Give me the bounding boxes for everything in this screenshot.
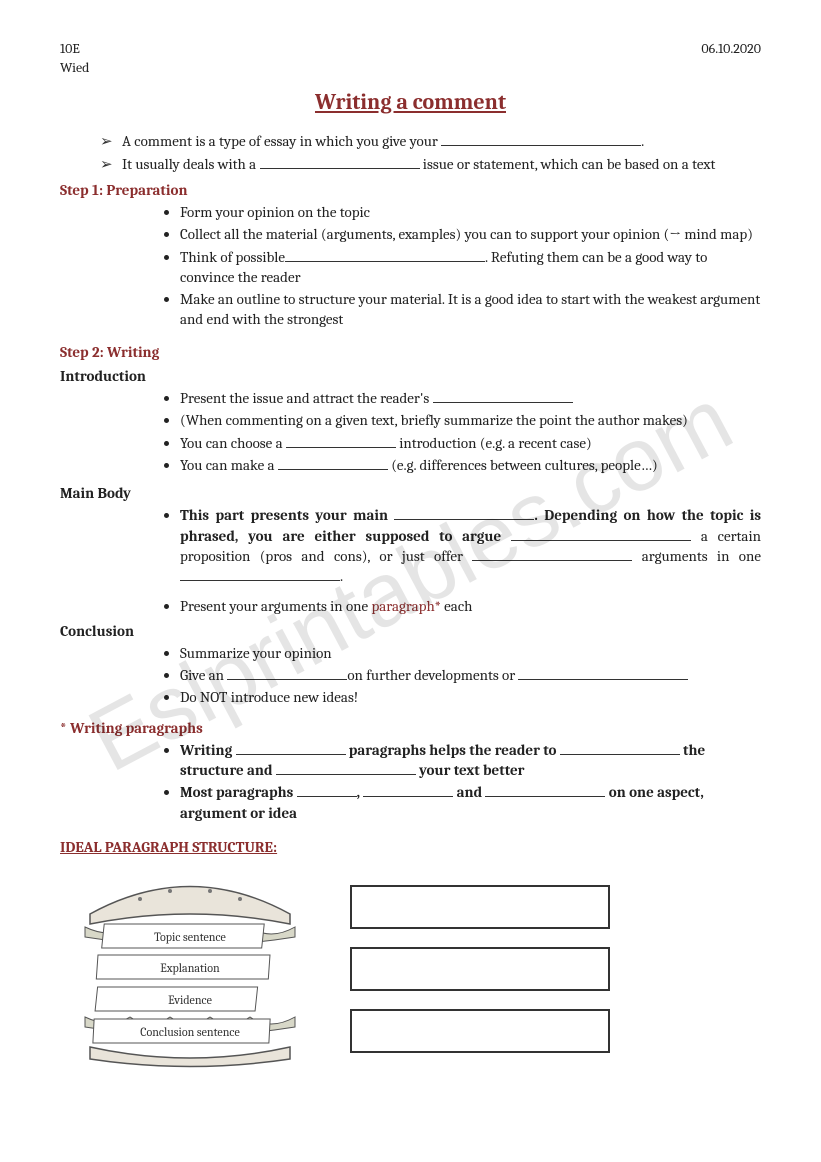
blank[interactable] [511,526,691,540]
text: Writing [180,741,236,759]
class-code: 10E [60,40,89,59]
text: . [340,567,343,585]
burger-label: Explanation [160,961,220,975]
text: You can make a [180,456,278,474]
bullet: Make an outline to structure your materi… [180,289,761,330]
date: 06.10.2020 [701,40,761,78]
burger-label: Conclusion sentence [140,1025,240,1039]
text: each [441,597,473,615]
text: It usually deals with a [122,155,260,173]
blank[interactable] [394,506,534,520]
step2-heading: Step 2: Writing [60,342,761,362]
bullet: Collect all the material (arguments, exa… [180,224,761,244]
para-bullets: Writing paragraphs helps the reader to t… [60,740,761,823]
teacher-name: Wied [60,59,89,78]
blank[interactable] [297,783,357,797]
bullet: This part presents your main . Depending… [180,505,761,586]
text: paragraphs helps the reader to [346,741,560,759]
answer-boxes [350,885,610,1053]
blank[interactable] [278,456,388,470]
bullet: Summarize your opinion [180,643,761,663]
blank[interactable] [560,741,680,755]
text: issue or statement, which can be based o… [420,155,716,173]
text: Most paragraphs [180,783,297,801]
bullet: Do NOT introduce new ideas! [180,687,761,707]
blank[interactable] [236,741,346,755]
writing-para-head: * Writing paragraphs [60,718,761,738]
intro-list: A comment is a type of essay in which yo… [60,131,761,174]
blank[interactable] [285,247,485,261]
step1-bullets: Form your opinion on the topic Collect a… [60,202,761,330]
text: You can choose a [180,434,286,452]
text: Give an [180,666,227,684]
text: Present your arguments in one [180,597,371,615]
bullet: Present your arguments in one paragraph*… [180,596,761,616]
text: This part presents your main [180,506,394,524]
blank[interactable] [363,783,453,797]
blank[interactable] [472,547,632,561]
bullet: Think of possible. Refuting them can be … [180,247,761,288]
text: (e.g. differences between cultures, peop… [388,456,658,474]
bullet: Most paragraphs , and on one aspect, arg… [180,782,761,823]
text: . [641,132,644,150]
blank[interactable] [260,154,420,168]
burger-label: Evidence [168,993,212,1007]
intro-item-1: A comment is a type of essay in which yo… [100,131,761,151]
mainbody-bullets: This part presents your main . Depending… [60,505,761,616]
paragraph-accent: paragraph* [371,597,440,615]
burger-label: Topic sentence [154,930,226,944]
burger-section: Topic sentence Explanation Evidence Conc… [60,869,761,1069]
blank[interactable] [485,783,605,797]
blank[interactable] [286,433,396,447]
ideal-para-heading: IDEAL PARAGRAPH STRUCTURE: [60,837,761,857]
bullet: Writing paragraphs helps the reader to t… [180,740,761,781]
conclusion-subhead: Conclusion [60,621,761,641]
answer-box[interactable] [350,1009,610,1053]
bullet: You can choose a introduction (e.g. a re… [180,433,761,453]
blank[interactable] [180,567,340,581]
text: introduction (e.g. a recent case) [396,434,592,452]
text: , [357,783,364,801]
burger-diagram: Topic sentence Explanation Evidence Conc… [60,869,320,1069]
answer-box[interactable] [350,885,610,929]
text: A comment is a type of essay in which yo… [122,132,441,150]
blank[interactable] [227,666,347,680]
mainbody-subhead: Main Body [60,483,761,503]
bullet: You can make a (e.g. differences between… [180,455,761,475]
header-row: 10E Wied 06.10.2020 [60,40,761,78]
bullet: Form your opinion on the topic [180,202,761,222]
step1-heading: Step 1: Preparation [60,180,761,200]
text: and [453,783,485,801]
text: arguments in one [632,547,761,565]
bullet: Present the issue and attract the reader… [180,388,761,408]
blank[interactable] [441,132,641,146]
text: Present the issue and attract the reader… [180,389,433,407]
blank[interactable] [276,761,416,775]
intro-bullets: Present the issue and attract the reader… [60,388,761,475]
text: your text better [416,761,525,779]
intro-item-2: It usually deals with a issue or stateme… [100,154,761,174]
blank[interactable] [433,389,573,403]
intro-subhead: Introduction [60,366,761,386]
page-title: Writing a comment [60,88,761,118]
answer-box[interactable] [350,947,610,991]
text: Think of possible [180,248,285,266]
text: on further developments or [347,666,518,684]
bullet: Give an on further developments or [180,665,761,685]
blank[interactable] [518,666,688,680]
bullet: (When commenting on a given text, briefl… [180,410,761,430]
conclusion-bullets: Summarize your opinion Give an on furthe… [60,643,761,708]
